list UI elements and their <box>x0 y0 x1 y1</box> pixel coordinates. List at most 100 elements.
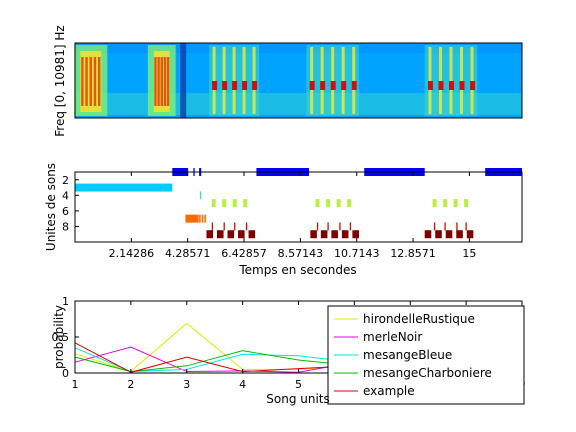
timeline-xtick-label: 6.42857 <box>221 247 267 260</box>
song-syllable <box>352 47 356 114</box>
speech-harmonic <box>97 57 101 106</box>
song-syllable <box>320 47 324 114</box>
unit-4-segment <box>199 191 202 200</box>
legend-entry-mesangeBleue: mesangeBleue <box>363 348 452 362</box>
unit-7-segment <box>201 214 204 223</box>
timeline-yticks: 2 4 6 8 <box>62 174 79 233</box>
song-syllable <box>470 47 474 114</box>
speech-harmonic <box>163 57 167 106</box>
unit-9-segment <box>445 230 453 239</box>
song-peak <box>222 81 228 90</box>
timeline-xtick-label: 4.28571 <box>165 247 211 260</box>
timeline-xtick-label: 2.14286 <box>109 247 155 260</box>
unit-5-segment <box>453 199 458 208</box>
silence-streak <box>180 43 187 118</box>
probability-xtick-label: 2 <box>127 378 134 391</box>
unit-8-segment <box>444 222 446 231</box>
song-peak <box>232 81 238 90</box>
song-syllable <box>310 47 314 114</box>
unit-3-segment <box>75 183 173 192</box>
unit-9-segment <box>331 230 338 239</box>
song-peak <box>309 81 315 90</box>
timeline-xtick-label: 10.7143 <box>334 247 380 260</box>
legend-box <box>327 305 525 405</box>
unit-9-segment <box>424 230 432 239</box>
song-syllable <box>242 47 246 114</box>
timeline-ylabel: Unites de sons <box>44 163 58 251</box>
timeline-xticks: 2.14286 4.28571 6.42857 8.57143 10.7143 12.85… <box>109 172 476 260</box>
unit-5-segment <box>243 199 248 208</box>
legend-entry-merleNoir: merleNoir <box>363 330 422 344</box>
unit-9-segment <box>352 230 359 239</box>
unit-7-segment <box>199 214 201 223</box>
probability-ytick-label: 0 <box>62 367 69 380</box>
unit-5-segment <box>432 199 437 208</box>
unit-5-segment <box>211 199 216 208</box>
unit-9-segment <box>466 230 474 239</box>
timeline-ytick-label: 2 <box>62 174 69 187</box>
unit-9-segment <box>227 230 235 239</box>
song-peak <box>427 81 433 90</box>
song-peak <box>438 81 444 90</box>
legend-entry-hirondelleRustique: hirondelleRustique <box>363 312 475 326</box>
song-syllable <box>341 47 345 114</box>
song-peak <box>212 81 218 90</box>
timeline-frame <box>74 171 523 243</box>
unit-5-segment <box>347 199 352 208</box>
timeline-ytick-label: 4 <box>62 189 69 202</box>
song-peak <box>330 81 336 90</box>
legend-entry-example: example <box>363 384 415 398</box>
speech-harmonic <box>157 57 160 106</box>
unit-9-segment <box>320 230 328 239</box>
song-syllable <box>438 47 442 114</box>
song-syllable <box>449 47 453 114</box>
song-syllable <box>460 47 464 114</box>
probability-xtick-label: 1 <box>72 378 79 391</box>
timeline-xtick-label: 15 <box>462 247 476 260</box>
speech-harmonic <box>89 57 92 106</box>
speech-harmonic <box>85 57 88 106</box>
song-syllable <box>331 47 335 114</box>
unit-9-segment <box>238 230 245 239</box>
unit-8-segment <box>327 222 329 231</box>
song-syllable <box>252 47 256 114</box>
song-peak <box>470 81 476 90</box>
timeline-xlabel: Temps en secondes <box>238 263 356 277</box>
song-peak <box>351 81 357 90</box>
timeline-panel: 2.14286 4.28571 6.42857 8.57143 10.7143 12.85… <box>44 163 523 277</box>
song-syllable <box>428 47 432 114</box>
song-syllable <box>222 47 226 114</box>
unit-8-segment <box>433 222 436 231</box>
unit-5-segment <box>222 199 227 208</box>
timeline-xtick-label: 8.57143 <box>278 247 324 260</box>
unit-7-segment <box>204 214 206 223</box>
unit-8-segment <box>456 222 458 231</box>
unit-9-segment <box>206 230 214 239</box>
unit-5-segment <box>443 199 448 208</box>
unit-9-segment <box>216 230 224 239</box>
legend-entry-mesangeCharboniere: mesangeCharboniere <box>363 366 492 380</box>
song-syllable <box>232 47 236 114</box>
speech-harmonic <box>93 57 97 106</box>
unit-5-segment <box>336 199 341 208</box>
song-peak <box>242 81 248 90</box>
speech-harmonic <box>166 57 170 106</box>
unit-9-segment <box>248 230 256 239</box>
song-peak <box>459 81 465 90</box>
unit-7-segment <box>185 214 199 223</box>
probability-xlabel: Song units <box>266 392 330 406</box>
probability-xtick-label: 3 <box>183 378 190 391</box>
timeline-xtick-label: 12.8571 <box>390 247 436 260</box>
low-frequency-band <box>75 93 522 115</box>
probability-panel: 123456789 00.51 hirondelleRustiquemerleN… <box>52 295 526 406</box>
unit-5-segment <box>315 199 320 208</box>
song-peak <box>252 81 258 90</box>
legend: hirondelleRustique merleNoir mesangeBleue m… <box>327 305 525 405</box>
probability-xtick-label: 4 <box>239 378 246 391</box>
song-syllable <box>212 47 216 114</box>
spectrogram-ylabel: Freq [0, 10981] Hz <box>53 25 67 136</box>
unit-9-segment <box>435 230 442 239</box>
unit-8-segment <box>465 222 467 231</box>
song-peak <box>341 81 347 90</box>
